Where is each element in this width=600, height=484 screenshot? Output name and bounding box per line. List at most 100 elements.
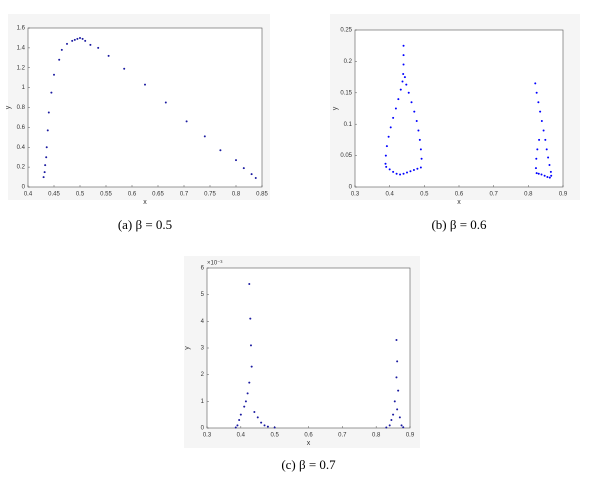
point	[402, 54, 405, 57]
point	[416, 167, 419, 170]
y-axis-label: y	[184, 346, 191, 350]
point	[253, 411, 256, 413]
x-tick-label: 0.55	[100, 192, 112, 198]
point	[248, 283, 251, 285]
point	[395, 172, 398, 175]
point	[79, 36, 81, 39]
x-tick-label: 0.75	[204, 192, 216, 198]
point	[66, 42, 68, 45]
y-tick-label: 4	[201, 319, 205, 325]
point	[545, 148, 548, 151]
point	[392, 116, 395, 119]
y-tick-label: 1.6	[17, 26, 26, 32]
point	[244, 400, 247, 403]
x-tick-label: 0.7	[489, 192, 498, 198]
point	[254, 177, 257, 180]
point	[395, 376, 398, 379]
y-tick-label: 0.1	[344, 122, 353, 128]
point	[73, 38, 76, 41]
point	[410, 101, 413, 104]
point	[45, 146, 48, 149]
y-tick-label: 1.2	[17, 65, 26, 71]
point	[392, 413, 395, 416]
point	[384, 162, 387, 165]
caption: (a) β = 0.5	[118, 217, 172, 232]
point	[548, 176, 551, 179]
point	[407, 91, 410, 94]
point	[234, 426, 237, 429]
point	[417, 129, 420, 132]
y-tick-label: 0	[349, 185, 353, 191]
point	[535, 91, 538, 94]
point	[388, 424, 391, 427]
point	[42, 176, 45, 179]
point	[544, 138, 547, 141]
point	[97, 46, 100, 49]
y-tick-label: 0.15	[340, 90, 352, 96]
axes-box	[27, 27, 263, 188]
point	[536, 148, 539, 151]
point	[273, 426, 276, 429]
point	[123, 67, 126, 70]
x-axis-label: x	[307, 440, 311, 447]
point	[243, 405, 246, 408]
point	[399, 173, 402, 176]
y-tick-label: 0.05	[340, 153, 352, 159]
point	[397, 98, 400, 101]
point	[384, 154, 387, 157]
point	[47, 111, 50, 114]
point	[76, 37, 79, 40]
point	[539, 110, 542, 113]
point	[537, 172, 540, 175]
point	[219, 149, 222, 152]
point	[402, 426, 405, 429]
point	[249, 344, 252, 347]
point	[263, 424, 266, 427]
point	[266, 425, 269, 428]
point	[412, 169, 415, 172]
point	[89, 43, 92, 46]
point	[393, 400, 396, 403]
point	[260, 421, 263, 424]
x-tick-label: 0.9	[406, 433, 415, 439]
point	[401, 80, 404, 83]
point	[534, 82, 537, 85]
x-tick-label: 0.5	[270, 433, 279, 439]
point	[53, 73, 55, 76]
point	[248, 381, 251, 384]
point	[535, 172, 538, 175]
x-tick-label: 0.8	[524, 192, 533, 198]
point	[46, 129, 49, 132]
point	[548, 164, 551, 167]
x-tick-label: 0.6	[128, 192, 137, 198]
y-axis-label: y	[332, 106, 339, 110]
point	[390, 419, 393, 421]
y-tick-label: 0	[22, 185, 26, 191]
point	[396, 408, 399, 411]
point	[250, 173, 253, 176]
point	[164, 101, 167, 104]
x-tick-label: 0.6	[304, 433, 313, 439]
y-tick-label: 0.2	[344, 59, 353, 65]
point	[392, 170, 395, 173]
x-tick-label: 0.65	[152, 192, 164, 198]
x-tick-label: 0.8	[232, 192, 241, 198]
x-tick-label: 0.7	[338, 433, 347, 439]
y-tick-label: 0.2	[17, 165, 26, 171]
x-axis-label: x	[457, 199, 461, 206]
point	[402, 44, 405, 47]
point	[535, 157, 538, 160]
point	[43, 171, 46, 174]
point	[399, 88, 402, 91]
point	[71, 39, 74, 42]
y-axis-label: y	[5, 105, 12, 109]
point	[389, 126, 392, 129]
y-tick-label: 2	[201, 372, 205, 378]
point	[420, 157, 423, 160]
point	[534, 167, 537, 170]
point	[418, 138, 421, 141]
point	[107, 54, 110, 57]
point	[238, 419, 241, 421]
point	[402, 72, 405, 75]
